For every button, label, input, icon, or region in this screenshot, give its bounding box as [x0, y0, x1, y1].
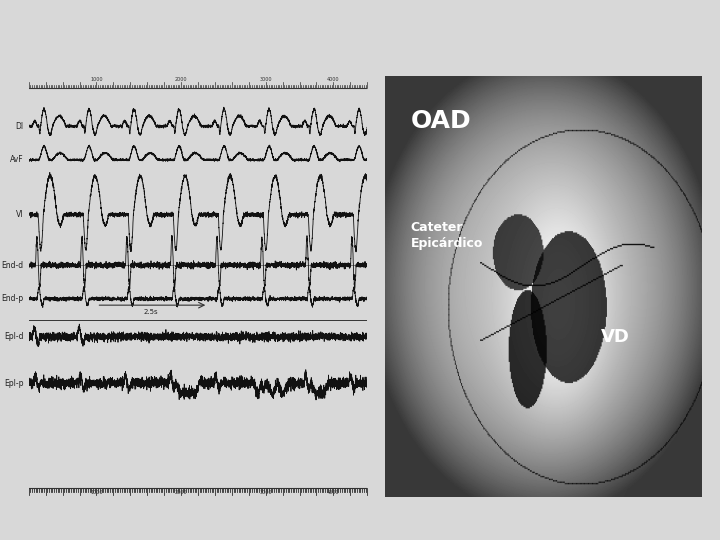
Text: 2000: 2000: [175, 490, 187, 496]
Text: End-p: End-p: [1, 294, 24, 303]
Text: DI: DI: [16, 122, 24, 131]
Text: Epl-p: Epl-p: [4, 379, 24, 388]
Text: 1000: 1000: [90, 77, 103, 82]
Text: VI: VI: [17, 210, 24, 219]
Text: End-d: End-d: [1, 261, 24, 269]
Text: 3000: 3000: [259, 490, 272, 496]
Text: 1000: 1000: [90, 490, 103, 496]
Text: 3000: 3000: [259, 77, 272, 82]
Text: AvF: AvF: [10, 156, 24, 164]
Text: 4000: 4000: [327, 490, 340, 496]
Text: OAD: OAD: [410, 109, 471, 133]
Text: Epl-d: Epl-d: [4, 332, 24, 341]
Text: VD: VD: [600, 328, 629, 346]
Text: 2000: 2000: [175, 77, 187, 82]
Text: 2.5s: 2.5s: [143, 309, 158, 315]
Text: 4000: 4000: [327, 77, 340, 82]
Text: Cateter
Epicárdico: Cateter Epicárdico: [410, 221, 483, 250]
